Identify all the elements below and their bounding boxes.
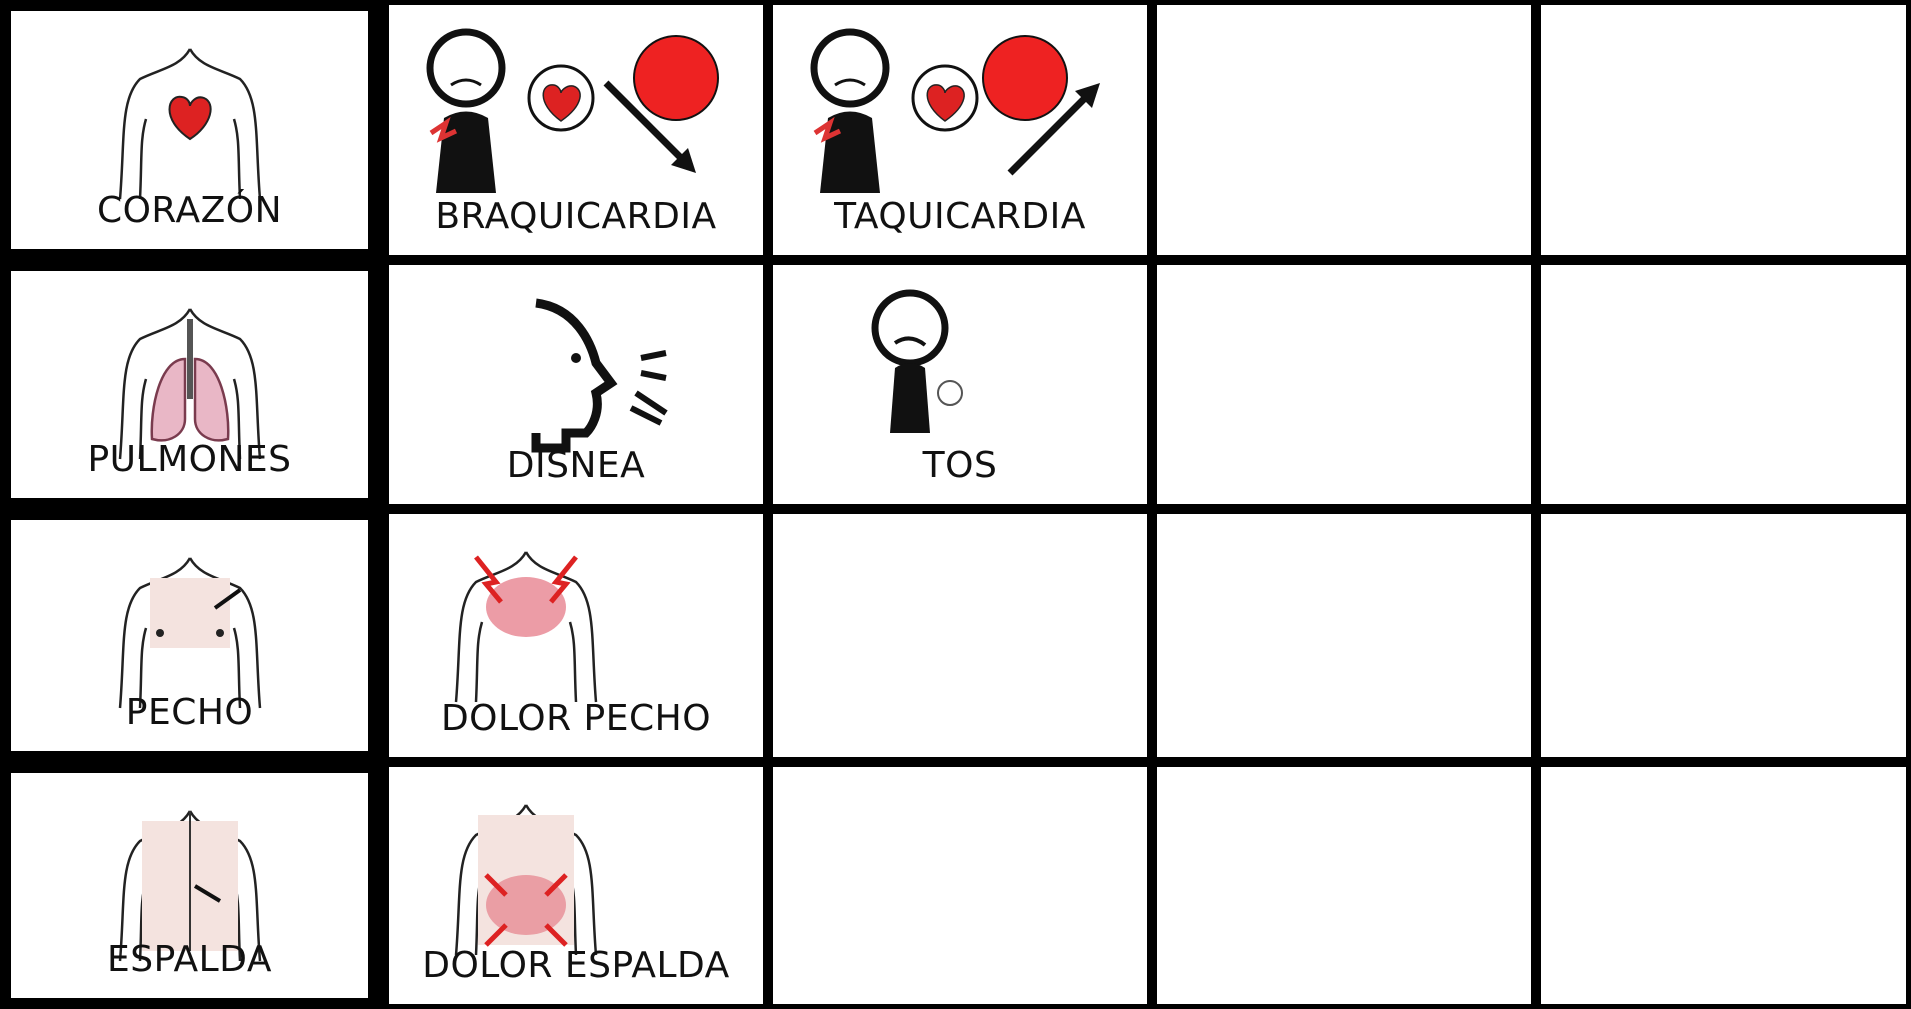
symbol-cell xyxy=(1152,509,1536,762)
symbol-label: TOS xyxy=(922,445,998,486)
symbol-label: PECHO xyxy=(125,692,254,733)
category-cell: CORAZÓN xyxy=(0,0,384,260)
symbol-label: CORAZÓN xyxy=(96,190,283,231)
symbol-label: TAQUICARDIA xyxy=(834,196,1086,237)
symbol-cell xyxy=(1536,509,1911,762)
symbol-cell: DOLOR PECHO xyxy=(384,509,768,762)
symbol-label: DOLOR PECHO xyxy=(440,698,712,739)
symbol-label: ESPALDA xyxy=(107,939,272,980)
pictogram xyxy=(118,48,261,200)
category-cell: PULMONES xyxy=(0,260,384,509)
symbol-cell xyxy=(1152,0,1536,260)
pictogram xyxy=(118,810,261,962)
symbol-cell xyxy=(768,509,1152,762)
symbol-cell: DOLOR ESPALDA xyxy=(384,762,768,1009)
symbol-cell xyxy=(1152,762,1536,1009)
pictogram xyxy=(118,308,261,460)
symbol-cell xyxy=(1536,260,1911,509)
symbol-label: PULMONES xyxy=(87,439,292,480)
category-cell: ESPALDA xyxy=(0,762,384,1009)
symbol-cell xyxy=(1536,0,1911,260)
symbol-cell xyxy=(1536,762,1911,1009)
pictogram xyxy=(454,551,598,703)
pictogram xyxy=(454,804,598,956)
symbol-label: DOLOR ESPALDA xyxy=(422,945,730,986)
pictogram xyxy=(118,557,261,709)
symbol-label: BRAQUICARDIA xyxy=(435,196,717,237)
category-cell: PECHO xyxy=(0,509,384,762)
pictogram xyxy=(531,298,668,453)
symbol-cell xyxy=(768,762,1152,1009)
symbol-cell: BRAQUICARDIA xyxy=(384,0,768,260)
pictogram xyxy=(871,289,963,433)
pictogram xyxy=(810,28,1100,193)
symbol-cell: TAQUICARDIA xyxy=(768,0,1152,260)
symbol-label: DISNEA xyxy=(506,445,646,486)
symbol-cell: TOS xyxy=(768,260,1152,509)
symbol-cell xyxy=(1152,260,1536,509)
symbol-cell: DISNEA xyxy=(384,260,768,509)
pictogram xyxy=(426,28,719,193)
